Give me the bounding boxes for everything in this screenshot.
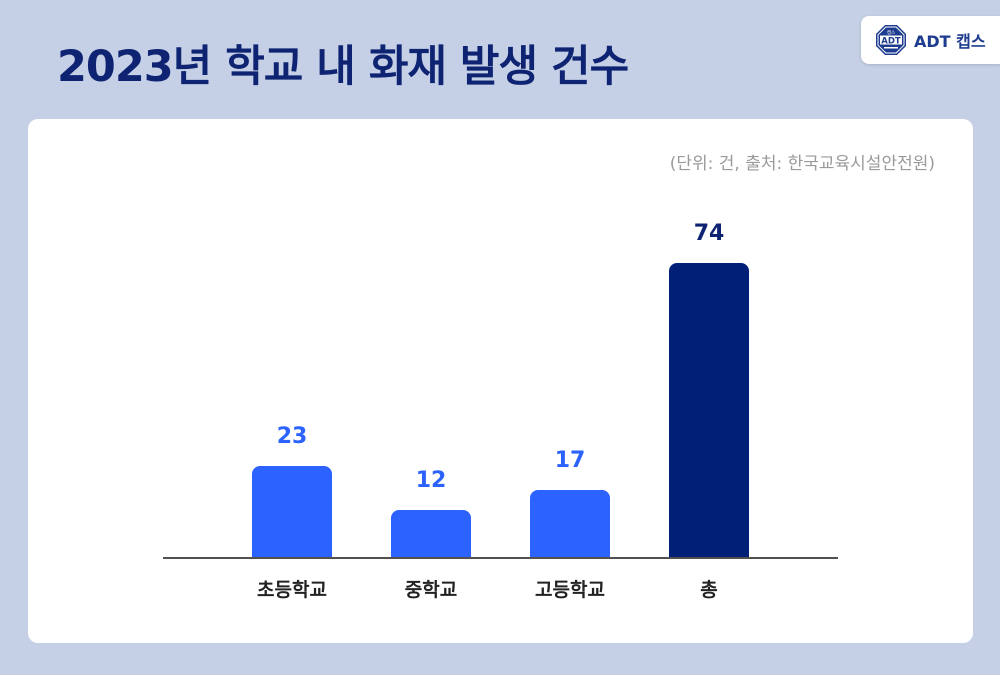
svg-text:캡스: 캡스 (887, 29, 895, 36)
chart-card: (단위: 건, 출처: 한국교육시설안전원) 23 초등학교 12 중학교 17 고등학교… (28, 119, 973, 643)
source-note: (단위: 건, 출처: 한국교육시설안전원) (669, 154, 935, 174)
bar-value-label: 74 (693, 221, 725, 246)
page-title: 2023년 학교 내 화재 발생 건수 (57, 42, 629, 92)
x-axis-category-label: 총 (700, 579, 718, 601)
bar-1 (252, 466, 332, 558)
x-axis-category-label: 초등학교 (257, 579, 327, 601)
logo-text: ADT 캡스 (914, 32, 986, 51)
bar-4 (669, 263, 749, 558)
x-axis-line (163, 557, 838, 559)
bar-value-label: 23 (276, 424, 308, 449)
bar-3 (530, 490, 610, 558)
x-axis-category-label: 중학교 (404, 579, 458, 601)
x-axis-category-label: 고등학교 (535, 579, 605, 601)
svg-text:ADT: ADT (881, 36, 901, 46)
bar-value-label: 17 (554, 448, 586, 473)
bar-value-label: 12 (415, 468, 447, 493)
adt-octagon-icon: 캡스 ADT (875, 24, 907, 56)
bar-2 (391, 510, 471, 558)
brand-logo: 캡스 ADT ADT 캡스 (861, 16, 1000, 64)
